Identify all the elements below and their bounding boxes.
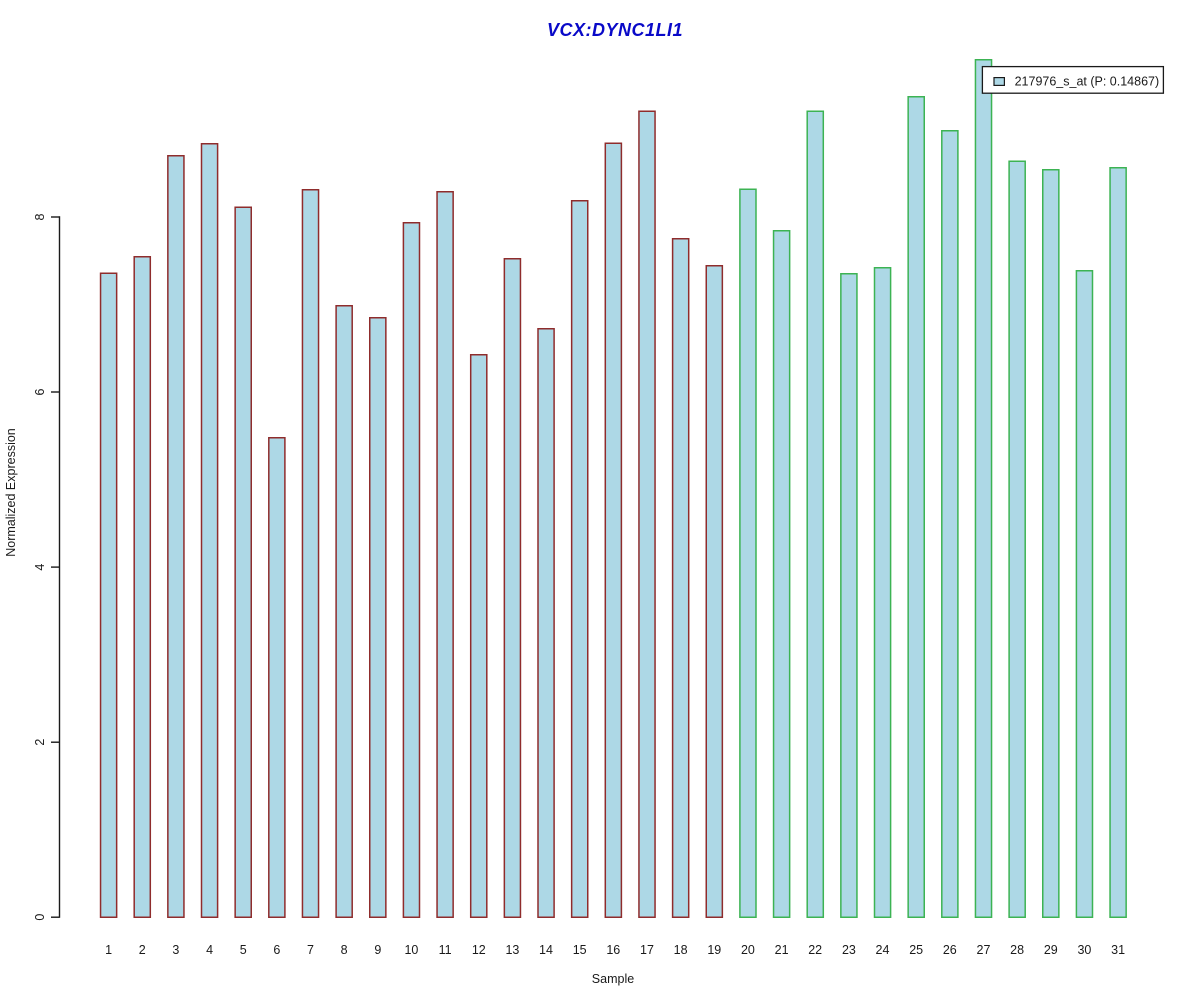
svg-text:Sample: Sample [592, 972, 634, 986]
svg-text:4: 4 [206, 943, 213, 957]
svg-text:VCX:DYNC1LI1: VCX:DYNC1LI1 [547, 20, 683, 40]
svg-text:Normalized Expression: Normalized Expression [4, 428, 18, 557]
svg-text:28: 28 [1010, 943, 1024, 957]
svg-text:27: 27 [977, 943, 991, 957]
svg-text:2: 2 [33, 739, 47, 746]
svg-text:8: 8 [341, 943, 348, 957]
svg-text:13: 13 [505, 943, 519, 957]
svg-text:16: 16 [606, 943, 620, 957]
svg-text:3: 3 [172, 943, 179, 957]
svg-text:20: 20 [741, 943, 755, 957]
svg-text:15: 15 [573, 943, 587, 957]
svg-text:2: 2 [139, 943, 146, 957]
svg-text:31: 31 [1111, 943, 1125, 957]
svg-text:17: 17 [640, 943, 654, 957]
svg-text:217976_s_at (P: 0.14867): 217976_s_at (P: 0.14867) [1015, 74, 1160, 88]
svg-text:29: 29 [1044, 943, 1058, 957]
svg-text:11: 11 [439, 943, 452, 957]
svg-text:22: 22 [808, 943, 822, 957]
svg-text:30: 30 [1077, 943, 1091, 957]
svg-text:21: 21 [775, 943, 789, 957]
svg-text:1: 1 [105, 943, 112, 957]
svg-text:14: 14 [539, 943, 553, 957]
svg-text:5: 5 [240, 943, 247, 957]
svg-text:0: 0 [33, 914, 47, 921]
svg-text:24: 24 [876, 943, 890, 957]
svg-text:26: 26 [943, 943, 957, 957]
svg-text:23: 23 [842, 943, 856, 957]
svg-text:9: 9 [374, 943, 381, 957]
svg-text:7: 7 [307, 943, 314, 957]
svg-text:12: 12 [472, 943, 486, 957]
svg-text:18: 18 [674, 943, 688, 957]
svg-text:25: 25 [909, 943, 923, 957]
svg-text:19: 19 [707, 943, 721, 957]
svg-text:8: 8 [33, 213, 47, 220]
svg-text:6: 6 [33, 388, 47, 395]
svg-text:4: 4 [33, 564, 47, 571]
svg-text:6: 6 [273, 943, 280, 957]
svg-text:10: 10 [404, 943, 418, 957]
